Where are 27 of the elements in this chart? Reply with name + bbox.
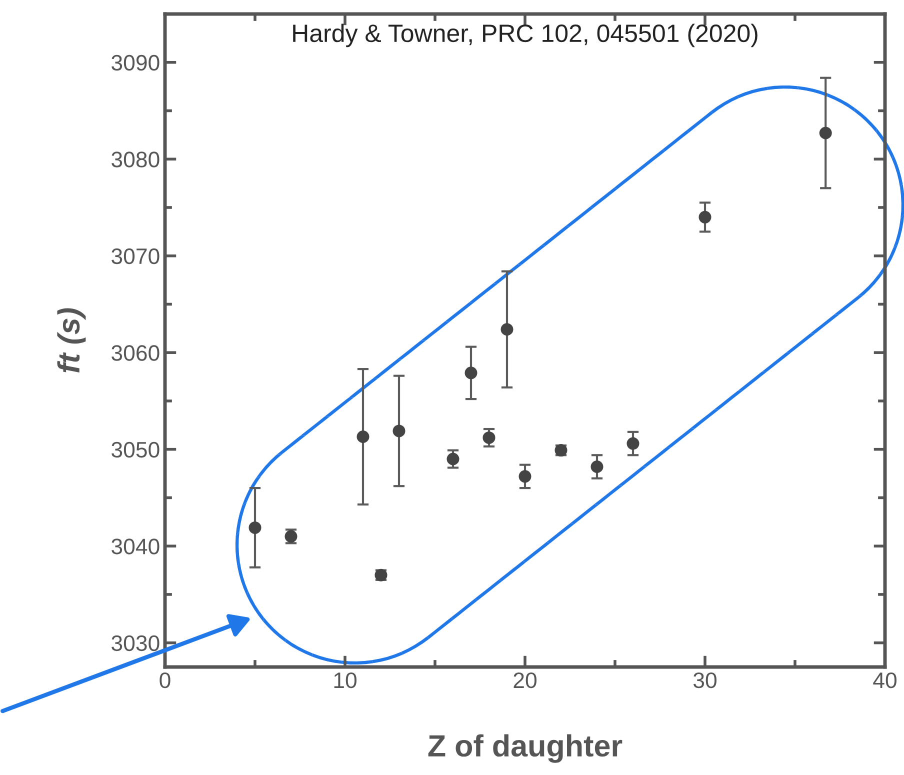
y-tick-label: 3030 [112, 635, 160, 652]
annotation: Hardy & Towner, PRC 102, 045501 (2020) [293, 24, 758, 48]
x-axis-title: Z of daughter [428, 734, 622, 763]
y-tick-label: 3090 [112, 54, 160, 71]
x-tick-label: 40 [873, 672, 896, 688]
y-tick-label: 3070 [112, 248, 160, 264]
point [500, 323, 514, 336]
y-axis-title: ft (s) [57, 308, 86, 372]
point [464, 366, 478, 380]
point [248, 521, 262, 534]
point [482, 431, 496, 444]
point [590, 460, 604, 473]
point [626, 437, 640, 450]
y-tick-label: 3060 [112, 345, 160, 361]
x-tick-label: 30 [693, 672, 716, 688]
point [698, 210, 712, 224]
point [819, 126, 832, 140]
point [356, 430, 370, 444]
x-tick-label: 10 [334, 672, 356, 688]
point [446, 452, 460, 466]
x-tick-label: 0 [160, 672, 170, 688]
point [392, 424, 406, 438]
x-tick-label: 20 [514, 672, 536, 688]
y-tick-label: 3050 [112, 442, 160, 458]
y-tick-label: 3080 [112, 152, 160, 168]
point [518, 470, 532, 483]
y-tick-label: 3040 [112, 538, 160, 554]
